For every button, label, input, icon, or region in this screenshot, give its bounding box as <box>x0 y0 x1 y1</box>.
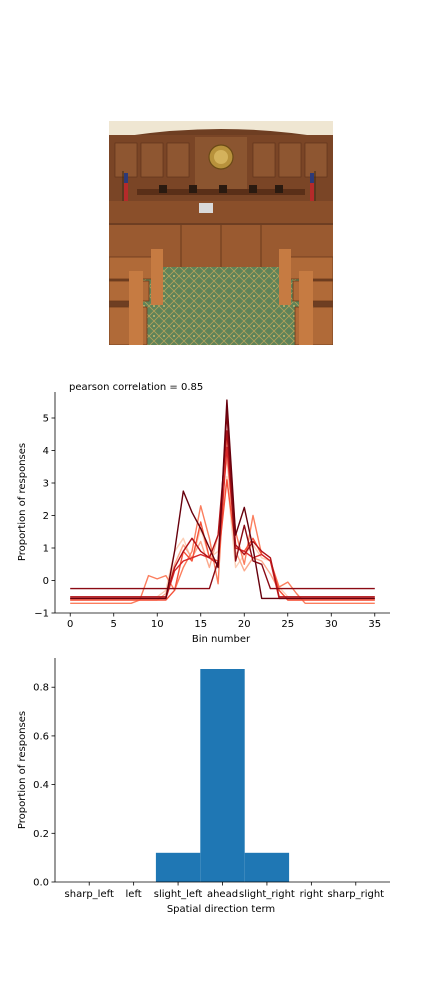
x-tick-label: left <box>126 889 142 900</box>
x-tick-label: sharp_left <box>65 889 114 900</box>
plot-area <box>155 669 290 882</box>
y-ticks: −1 0 1 2 3 4 5 <box>34 414 55 620</box>
plot-area <box>70 399 375 605</box>
x-axis-label: Bin number <box>192 634 251 645</box>
x-tick-label: 30 <box>325 619 338 630</box>
bar <box>244 852 290 882</box>
series-line <box>70 399 375 600</box>
x-tick-label: 5 <box>111 619 117 630</box>
y-tick-label: 5 <box>43 414 49 425</box>
y-tick-label: 0 <box>43 576 49 587</box>
y-axis-label: Proportion of responses <box>17 711 28 829</box>
chart-title: pearson correlation = 0.85 <box>69 382 203 393</box>
x-tick-label: 10 <box>151 619 164 630</box>
x-ticks: 0 5 10 15 20 25 30 35 <box>67 613 381 630</box>
y-tick-label: −1 <box>34 609 49 620</box>
x-tick-label: right <box>300 889 324 900</box>
x-tick-label: slight_left <box>154 889 203 900</box>
y-tick-label: 3 <box>43 479 49 490</box>
y-tick-label: 0.6 <box>33 731 49 742</box>
y-tick-label: 0.2 <box>33 829 49 840</box>
bar <box>200 669 245 882</box>
bar-chart: sharp_left left slight_left ahead slight_rig… <box>17 658 390 915</box>
courtroom-photo <box>109 121 333 345</box>
x-tick-label: ahead <box>207 889 238 900</box>
axes <box>54 392 390 614</box>
x-ticks: sharp_left left slight_left ahead slight_rig… <box>65 882 384 900</box>
y-tick-label: 0.8 <box>33 683 49 694</box>
x-tick-label: 35 <box>368 619 381 630</box>
x-tick-label: slight_right <box>239 889 295 900</box>
x-tick-label: 0 <box>67 619 73 630</box>
x-tick-label: 15 <box>194 619 207 630</box>
x-tick-label: 20 <box>238 619 251 630</box>
x-tick-label: sharp_right <box>327 889 384 900</box>
series-line <box>70 479 375 601</box>
y-tick-label: 2 <box>43 511 49 522</box>
y-tick-label: 1 <box>43 544 49 555</box>
x-axis-label: Spatial direction term <box>167 904 275 915</box>
y-tick-label: 0.0 <box>33 878 49 889</box>
y-ticks: 0.0 0.2 0.4 0.6 0.8 <box>33 683 55 889</box>
bar <box>155 852 201 882</box>
x-tick-label: 25 <box>281 619 294 630</box>
y-axis-label: Proportion of responses <box>17 443 28 561</box>
y-tick-label: 4 <box>43 446 49 457</box>
y-tick-label: 0.4 <box>33 780 49 791</box>
line-chart: pearson correlation = 0.85 0 5 10 15 20 25 30 3… <box>17 382 390 645</box>
